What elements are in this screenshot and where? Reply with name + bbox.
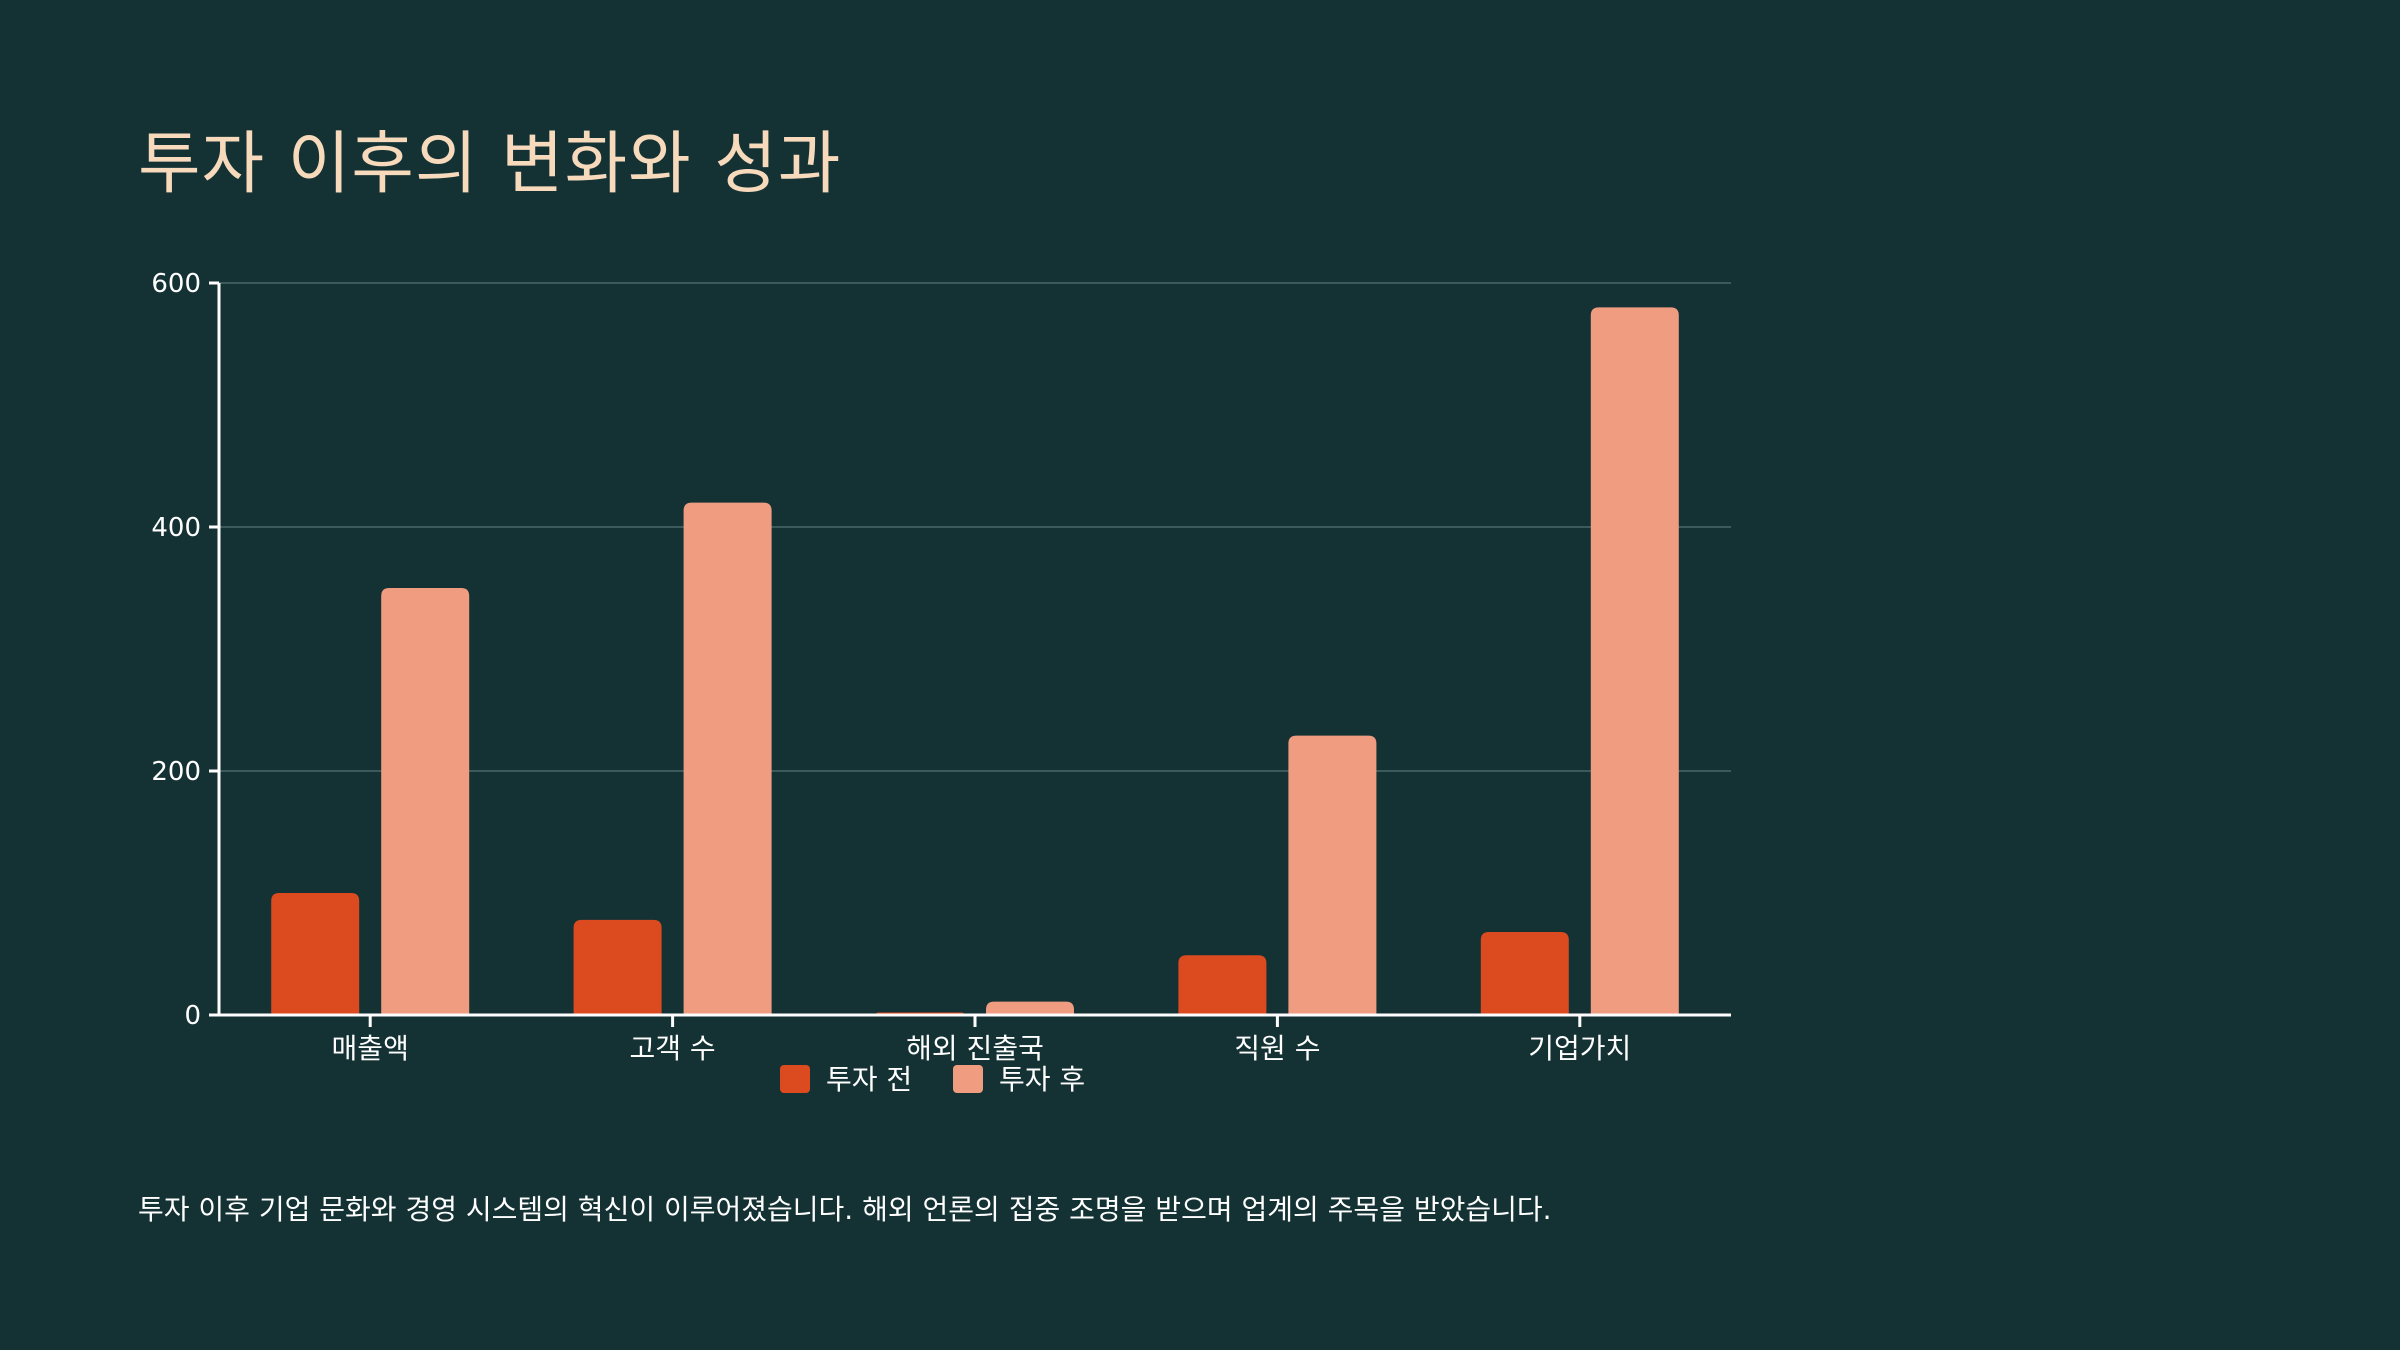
x-tick-label: 기업가치 xyxy=(1528,1032,1631,1065)
bar-after xyxy=(1288,735,1377,1015)
legend-label: 투자 후 xyxy=(999,1063,1085,1096)
slide-title: 투자 이후의 변화와 성과 xyxy=(138,125,842,204)
x-tick-label: 해외 진출국 xyxy=(906,1032,1044,1065)
slide-caption: 투자 이후 기업 문화와 경영 시스템의 혁신이 이루어졌습니다. 해외 언론의… xyxy=(138,1193,1552,1226)
y-tick-label: 600 xyxy=(151,269,201,299)
legend-swatch-before xyxy=(780,1065,810,1093)
bar-before xyxy=(1480,932,1569,1015)
y-tick-label: 0 xyxy=(184,1001,201,1031)
y-tick-label: 400 xyxy=(151,513,201,543)
x-tick-label: 매출액 xyxy=(332,1032,409,1065)
bar-after xyxy=(1590,307,1679,1015)
bar-after xyxy=(683,502,772,1016)
x-tick-label: 직원 수 xyxy=(1234,1032,1320,1065)
bar-after xyxy=(986,1001,1074,1015)
bar-before xyxy=(573,919,662,1015)
bar-before xyxy=(271,893,360,1015)
bar-before xyxy=(1178,955,1267,1015)
y-tick-label: 200 xyxy=(151,757,201,787)
bar-after xyxy=(381,588,470,1015)
legend-swatch-after xyxy=(953,1065,983,1093)
legend-label: 투자 전 xyxy=(826,1063,912,1096)
x-tick-label: 고객 수 xyxy=(630,1032,716,1065)
